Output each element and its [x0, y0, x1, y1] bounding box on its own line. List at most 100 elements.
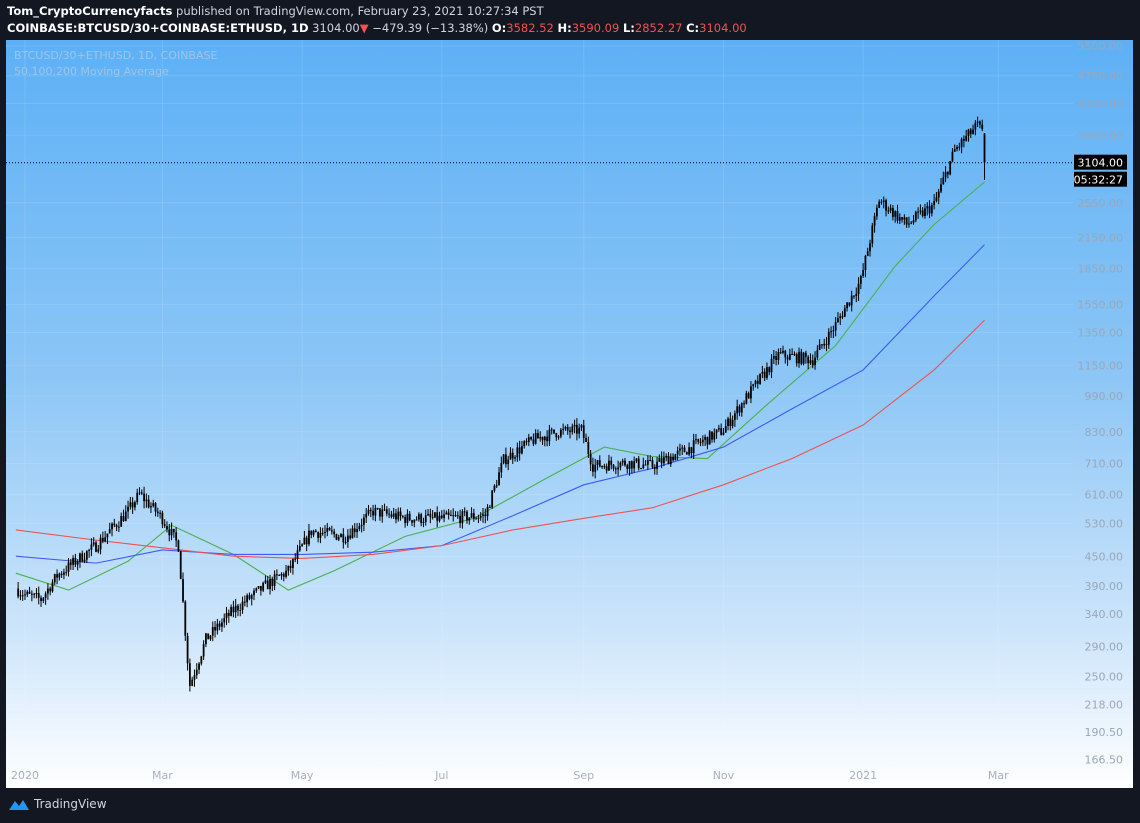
candle-body [69, 562, 72, 565]
candle-body [140, 492, 143, 494]
tradingview-logo[interactable]: TradingView [8, 797, 107, 811]
price-tick-label: 450.00 [1085, 551, 1124, 564]
candle-body [230, 606, 232, 616]
candle-body [363, 517, 365, 525]
chart-svg[interactable]: 5500.00 4750.00 4150.00 3550.00 2550.00 2150.… [6, 40, 1133, 788]
candle-body [495, 485, 498, 487]
candle-body [667, 455, 670, 465]
candle-body [211, 626, 214, 636]
candle-body [328, 528, 331, 531]
candle-body [862, 270, 865, 277]
time-tick-label: Sep [573, 769, 594, 782]
tradingview-logo-icon [9, 800, 29, 810]
candle-body [653, 467, 656, 469]
candle-body [887, 210, 890, 212]
candle-body [676, 450, 679, 455]
candle-body [486, 506, 489, 517]
candle-body [280, 573, 283, 576]
candle-body [969, 129, 972, 134]
candle-body [147, 499, 150, 508]
candle-body [172, 528, 175, 533]
candle-body [610, 460, 613, 465]
candle-body [734, 413, 736, 420]
candle-body [798, 351, 800, 364]
candle-body [161, 512, 164, 525]
candle-body [614, 468, 617, 470]
candle-body [573, 424, 576, 427]
candle-body [188, 663, 191, 686]
candle-body [202, 644, 205, 657]
candle-body [138, 492, 141, 494]
candle-body [143, 493, 145, 502]
candle-body [660, 458, 663, 464]
candle-body [541, 436, 544, 441]
candle-body [976, 121, 979, 123]
candle-body [621, 460, 624, 463]
candle-body [308, 530, 310, 545]
last-price-badge [1074, 154, 1127, 170]
candle-body [335, 534, 338, 540]
candle-body [624, 460, 626, 466]
candle-body [445, 512, 448, 515]
candle-body [182, 579, 184, 602]
author[interactable]: Tom_CryptoCurrencyfacts [7, 4, 173, 18]
candle-body [294, 558, 297, 560]
candle-body [365, 513, 368, 518]
change: −479.39 (−13.38%) [372, 21, 489, 35]
candle-body [885, 200, 887, 211]
candle-body [919, 210, 922, 212]
candle-body [388, 513, 391, 515]
candle-body [459, 515, 461, 524]
candle-body [924, 208, 926, 216]
candle-body [706, 436, 709, 445]
price-tick-label: 830.00 [1085, 426, 1124, 439]
candle-body [113, 523, 116, 526]
candle-body [154, 503, 157, 512]
candle-body [672, 456, 674, 461]
candle-body [209, 635, 212, 640]
price-tick-label: 250.00 [1085, 671, 1124, 684]
candle-body [227, 612, 230, 616]
candle-body [642, 464, 645, 469]
candle-body [518, 447, 521, 454]
candle-body [346, 535, 349, 543]
candle-body [255, 588, 258, 591]
candle-body [708, 431, 711, 445]
candle-body [532, 439, 535, 444]
time-tick-label: 2020 [11, 769, 39, 782]
time-tick-label: Jul [434, 769, 448, 782]
candle-body [738, 406, 741, 413]
candle-body [186, 636, 189, 664]
candle-body [523, 441, 526, 447]
candle-body [466, 511, 468, 521]
candle-body [651, 460, 654, 468]
candle-body [905, 217, 908, 225]
candle-body [896, 211, 899, 221]
price-tick-label: 1550.00 [1078, 298, 1124, 311]
candle-body [740, 403, 743, 413]
candle-body [37, 592, 40, 598]
candle-body [461, 511, 464, 524]
candle-body [766, 367, 768, 378]
candle-body [168, 529, 171, 536]
time-tick-label: Mar [988, 769, 1009, 782]
candle-body [598, 460, 601, 467]
brand-name: TradingView [34, 797, 107, 811]
candle-body [285, 570, 287, 577]
candle-body [674, 454, 677, 461]
candle-body [47, 588, 49, 594]
candle-body [644, 464, 647, 466]
chart-panel[interactable]: 5500.00 4750.00 4150.00 3550.00 2550.00 2150.… [6, 40, 1133, 788]
candle-body [663, 457, 665, 464]
candle-body [695, 439, 697, 441]
candle-body [841, 316, 844, 318]
candle-body [470, 513, 473, 518]
candle-body [298, 546, 301, 551]
candle-body [310, 530, 313, 535]
candle-body [156, 511, 159, 514]
candle-body [97, 549, 100, 552]
candle-body [951, 151, 954, 162]
candle-body [834, 322, 837, 331]
candle-body [878, 201, 881, 208]
candle-body [264, 580, 267, 583]
